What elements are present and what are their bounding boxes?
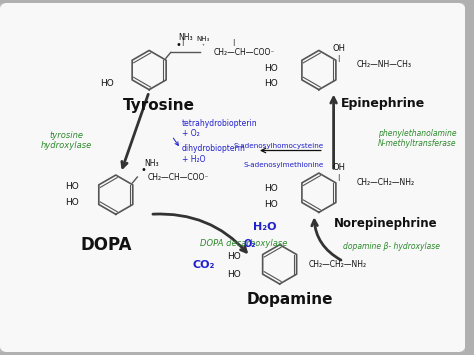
Text: |: | <box>182 39 184 46</box>
Text: CO₂: CO₂ <box>193 260 215 270</box>
Text: phenylethanolamine
N-methyltransferase: phenylethanolamine N-methyltransferase <box>378 129 456 148</box>
Text: Tyrosine: Tyrosine <box>123 98 195 113</box>
Text: •: • <box>176 39 182 50</box>
Text: S-adenosylhomocysteine: S-adenosylhomocysteine <box>234 143 324 148</box>
Text: CH₂—CH—COO⁻: CH₂—CH—COO⁻ <box>214 48 275 57</box>
Text: O₂: O₂ <box>244 239 256 249</box>
Text: OH: OH <box>332 163 345 172</box>
Text: HO: HO <box>65 182 79 191</box>
Text: S-adenosylmethionine: S-adenosylmethionine <box>244 162 324 168</box>
Text: Epinephrine: Epinephrine <box>340 97 425 110</box>
Text: •: • <box>140 165 146 175</box>
Text: |: | <box>337 55 340 62</box>
Text: Dopamine: Dopamine <box>246 292 333 307</box>
Text: tetrahydrobiopterin: tetrahydrobiopterin <box>182 119 257 127</box>
FancyBboxPatch shape <box>0 1 467 354</box>
Text: |: | <box>337 175 340 181</box>
Text: HO: HO <box>264 79 278 88</box>
Text: CH₂—CH—COO⁻: CH₂—CH—COO⁻ <box>148 173 209 181</box>
Text: CH₂—CH₂—NH₂: CH₂—CH₂—NH₂ <box>356 179 414 187</box>
Text: dihydrobiopterin: dihydrobiopterin <box>182 144 246 153</box>
Text: HO: HO <box>264 184 278 193</box>
Text: HO: HO <box>227 270 240 279</box>
Text: ⁺: ⁺ <box>201 44 205 49</box>
Text: DOPA decarboxylase: DOPA decarboxylase <box>200 239 287 248</box>
Text: CH₂—NH—CH₃: CH₂—NH—CH₃ <box>356 60 411 69</box>
Text: Norepinephrine: Norepinephrine <box>334 217 438 230</box>
Text: OH: OH <box>332 44 345 53</box>
Text: |: | <box>232 39 235 46</box>
Text: DOPA: DOPA <box>80 236 132 254</box>
Text: dopamine β- hydroxylase: dopamine β- hydroxylase <box>344 242 440 251</box>
Text: HO: HO <box>100 79 114 88</box>
Text: H₂O: H₂O <box>253 222 277 232</box>
Text: HO: HO <box>264 64 278 72</box>
Text: HO: HO <box>264 200 278 209</box>
Text: HO: HO <box>65 198 79 207</box>
Text: HO: HO <box>227 252 240 261</box>
Text: tyrosine
hydroxylase: tyrosine hydroxylase <box>41 131 92 151</box>
Text: NH₃: NH₃ <box>144 159 158 168</box>
Text: NH₃: NH₃ <box>197 36 210 42</box>
Text: + O₂: + O₂ <box>182 129 199 138</box>
Text: CH₂—CH₂—NH₂: CH₂—CH₂—NH₂ <box>309 260 367 269</box>
Text: NH₃: NH₃ <box>178 33 193 42</box>
Text: + H₂O: + H₂O <box>182 155 205 164</box>
